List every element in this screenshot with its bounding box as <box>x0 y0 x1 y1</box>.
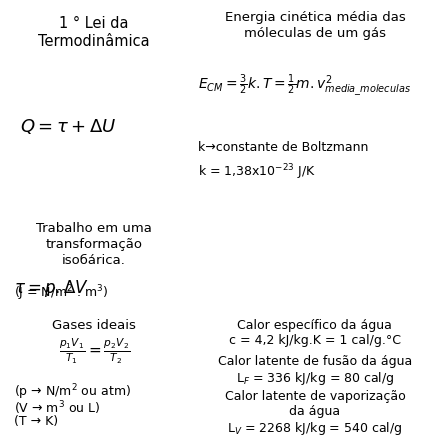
Text: $Q = \tau + \Delta U$: $Q = \tau + \Delta U$ <box>20 117 116 135</box>
Text: Calor latente de fusão da água: Calor latente de fusão da água <box>218 355 412 368</box>
Text: c = 4,2 kJ/kg.K = 1 cal/g.°C: c = 4,2 kJ/kg.K = 1 cal/g.°C <box>229 334 401 347</box>
Text: $\tau = p.\Delta V$: $\tau = p.\Delta V$ <box>14 278 89 299</box>
Text: 1 ° Lei da
Termodinâmica: 1 ° Lei da Termodinâmica <box>38 16 150 49</box>
Text: k→constante de Boltzmann
k = 1,38x10$^{-23}$ J/K: k→constante de Boltzmann k = 1,38x10$^{-… <box>198 141 369 182</box>
Text: (V → m$^3$ ou L): (V → m$^3$ ou L) <box>14 399 101 417</box>
Text: L$_F$ = 336 kJ/kg = 80 cal/g: L$_F$ = 336 kJ/kg = 80 cal/g <box>236 370 394 387</box>
Text: Calor específico da água: Calor específico da água <box>237 319 392 332</box>
Text: Gases ideais: Gases ideais <box>52 319 136 332</box>
Text: Energia cinética média das
móleculas de um gás: Energia cinética média das móleculas de … <box>224 11 405 41</box>
Text: L$_V$ = 2268 kJ/kg = 540 cal/g: L$_V$ = 2268 kJ/kg = 540 cal/g <box>227 420 403 437</box>
Text: (J = N/m$^2$ . m$^3$): (J = N/m$^2$ . m$^3$) <box>14 283 109 302</box>
Text: da água: da água <box>289 405 341 418</box>
Text: (T → K): (T → K) <box>14 416 59 428</box>
Text: Trabalho em uma
transformação
isoбárica.: Trabalho em uma transformação isoбárica. <box>36 222 152 267</box>
Text: $E_{CM} = \frac{3}{2}k.T = \frac{1}{2}m.v^{2}_{media\_moleculas}$: $E_{CM} = \frac{3}{2}k.T = \frac{1}{2}m.… <box>198 72 411 99</box>
Text: (p → N/m$^2$ ou atm): (p → N/m$^2$ ou atm) <box>14 383 131 402</box>
Text: $\frac{p_1V_1}{T_1} = \frac{p_2V_2}{T_2}$: $\frac{p_1V_1}{T_1} = \frac{p_2V_2}{T_2}… <box>59 336 130 366</box>
Text: Calor latente de vaporização: Calor latente de vaporização <box>224 390 405 403</box>
